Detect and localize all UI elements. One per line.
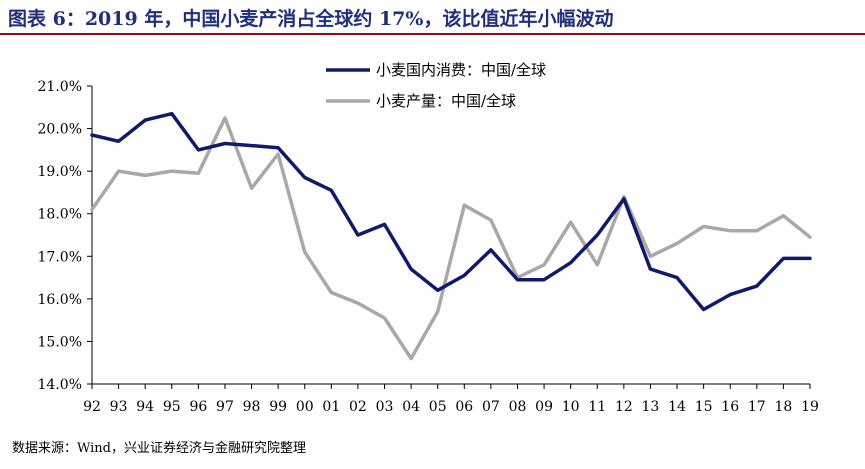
x-tick-label: 17 bbox=[748, 399, 766, 415]
x-tick-label: 09 bbox=[535, 399, 553, 415]
x-tick-label: 95 bbox=[163, 399, 181, 415]
x-tick-label: 99 bbox=[269, 399, 287, 415]
x-tick-label: 18 bbox=[774, 399, 792, 415]
series-lines bbox=[90, 111, 812, 361]
x-tick-label: 15 bbox=[695, 399, 713, 415]
y-tick-label: 16.0% bbox=[38, 292, 82, 308]
x-tick-label: 02 bbox=[349, 399, 367, 415]
data-source-note: 数据来源：Wind，兴业证券经济与金融研究院整理 bbox=[12, 441, 306, 456]
series-line-1 bbox=[90, 116, 812, 361]
x-tick-label: 14 bbox=[668, 399, 686, 415]
y-axis-ticks: 14.0% 15.0% 16.0% 17.0% 18.0% 19.0% 20.0% 21.0% bbox=[38, 79, 92, 393]
x-tick-label: 97 bbox=[216, 399, 234, 415]
x-tick-label: 01 bbox=[322, 399, 340, 415]
x-tick-label: 03 bbox=[376, 399, 394, 415]
x-tick-label: 94 bbox=[136, 399, 154, 415]
x-tick-label: 05 bbox=[429, 399, 447, 415]
chart-title: 图表 6：2019 年，中国小麦产消占全球约 17%，该比值近年小幅波动 bbox=[8, 8, 614, 30]
y-tick-label: 21.0% bbox=[38, 79, 82, 95]
y-tick-label: 15.0% bbox=[38, 334, 82, 350]
legend-label-0: 小麦国内消费：中国/全球 bbox=[376, 61, 546, 79]
x-tick-label: 12 bbox=[615, 399, 633, 415]
x-tick-label: 10 bbox=[562, 399, 580, 415]
x-tick-label: 07 bbox=[482, 399, 500, 415]
y-tick-label: 20.0% bbox=[38, 122, 82, 138]
title-divider bbox=[0, 33, 865, 35]
x-tick-label: 13 bbox=[642, 399, 660, 415]
y-tick-label: 18.0% bbox=[38, 207, 82, 223]
x-tick-label: 98 bbox=[243, 399, 261, 415]
x-tick-label: 11 bbox=[588, 399, 606, 415]
y-tick-label: 17.0% bbox=[38, 249, 82, 265]
series-line-0 bbox=[90, 111, 812, 312]
x-tick-label: 92 bbox=[83, 399, 101, 415]
x-tick-label: 19 bbox=[801, 399, 819, 415]
x-tick-label: 08 bbox=[509, 399, 527, 415]
legend-label-1: 小麦产量：中国/全球 bbox=[376, 92, 516, 110]
x-tick-label: 16 bbox=[721, 399, 739, 415]
y-tick-label: 19.0% bbox=[38, 164, 82, 180]
x-axis-ticks: 92 93 94 95 96 97 98 99 00 01 02 03 04 05 06 07 08 09 10 11… bbox=[83, 384, 819, 415]
x-tick-label: 06 bbox=[455, 399, 473, 415]
x-tick-label: 00 bbox=[296, 399, 314, 415]
y-tick-label: 14.0% bbox=[38, 377, 82, 393]
x-tick-label: 93 bbox=[110, 399, 128, 415]
chart-axes bbox=[91, 86, 810, 385]
x-tick-label: 96 bbox=[189, 399, 207, 415]
x-tick-label: 04 bbox=[402, 399, 420, 415]
